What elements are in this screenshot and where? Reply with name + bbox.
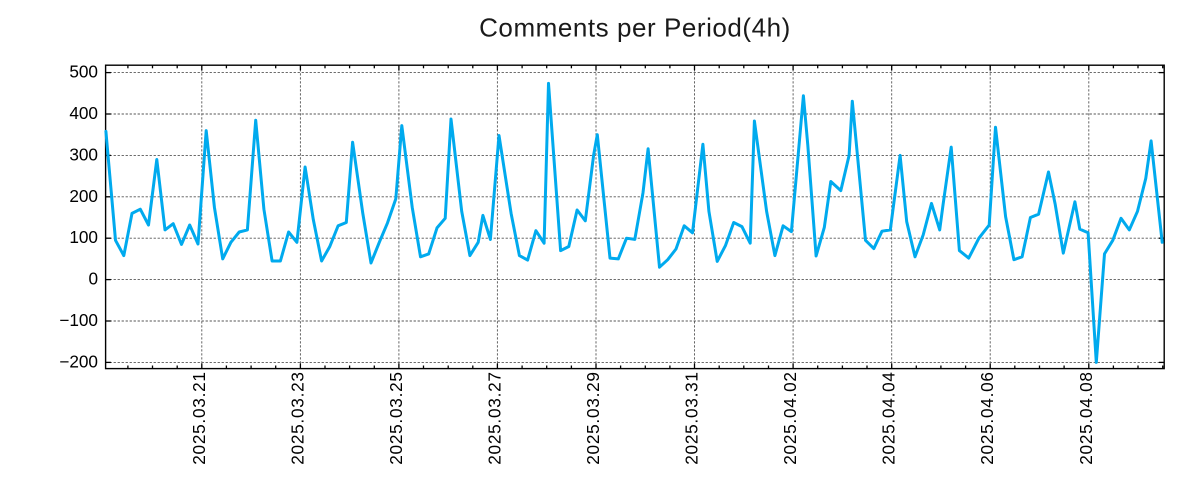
svg-text:2025.04.08: 2025.04.08 <box>1076 371 1096 465</box>
svg-text:500: 500 <box>69 62 98 82</box>
svg-text:2025.03.23: 2025.03.23 <box>287 371 307 465</box>
svg-text:−100: −100 <box>59 310 98 330</box>
svg-text:Comments per Period(4h): Comments per Period(4h) <box>479 13 791 43</box>
svg-text:2025.03.29: 2025.03.29 <box>583 371 603 465</box>
svg-text:400: 400 <box>69 103 98 123</box>
svg-text:200: 200 <box>69 186 98 206</box>
svg-text:2025.03.25: 2025.03.25 <box>386 371 406 465</box>
svg-text:2025.03.27: 2025.03.27 <box>484 371 504 465</box>
svg-text:0: 0 <box>88 269 98 289</box>
svg-text:2025.04.06: 2025.04.06 <box>977 371 997 465</box>
svg-text:100: 100 <box>69 227 98 247</box>
svg-text:2025.04.02: 2025.04.02 <box>780 371 800 465</box>
svg-text:2025.03.21: 2025.03.21 <box>189 371 209 465</box>
svg-text:2025.03.31: 2025.03.31 <box>682 371 702 465</box>
svg-text:2025.04.04: 2025.04.04 <box>879 371 899 465</box>
svg-text:−200: −200 <box>59 351 98 371</box>
svg-text:300: 300 <box>69 144 98 164</box>
